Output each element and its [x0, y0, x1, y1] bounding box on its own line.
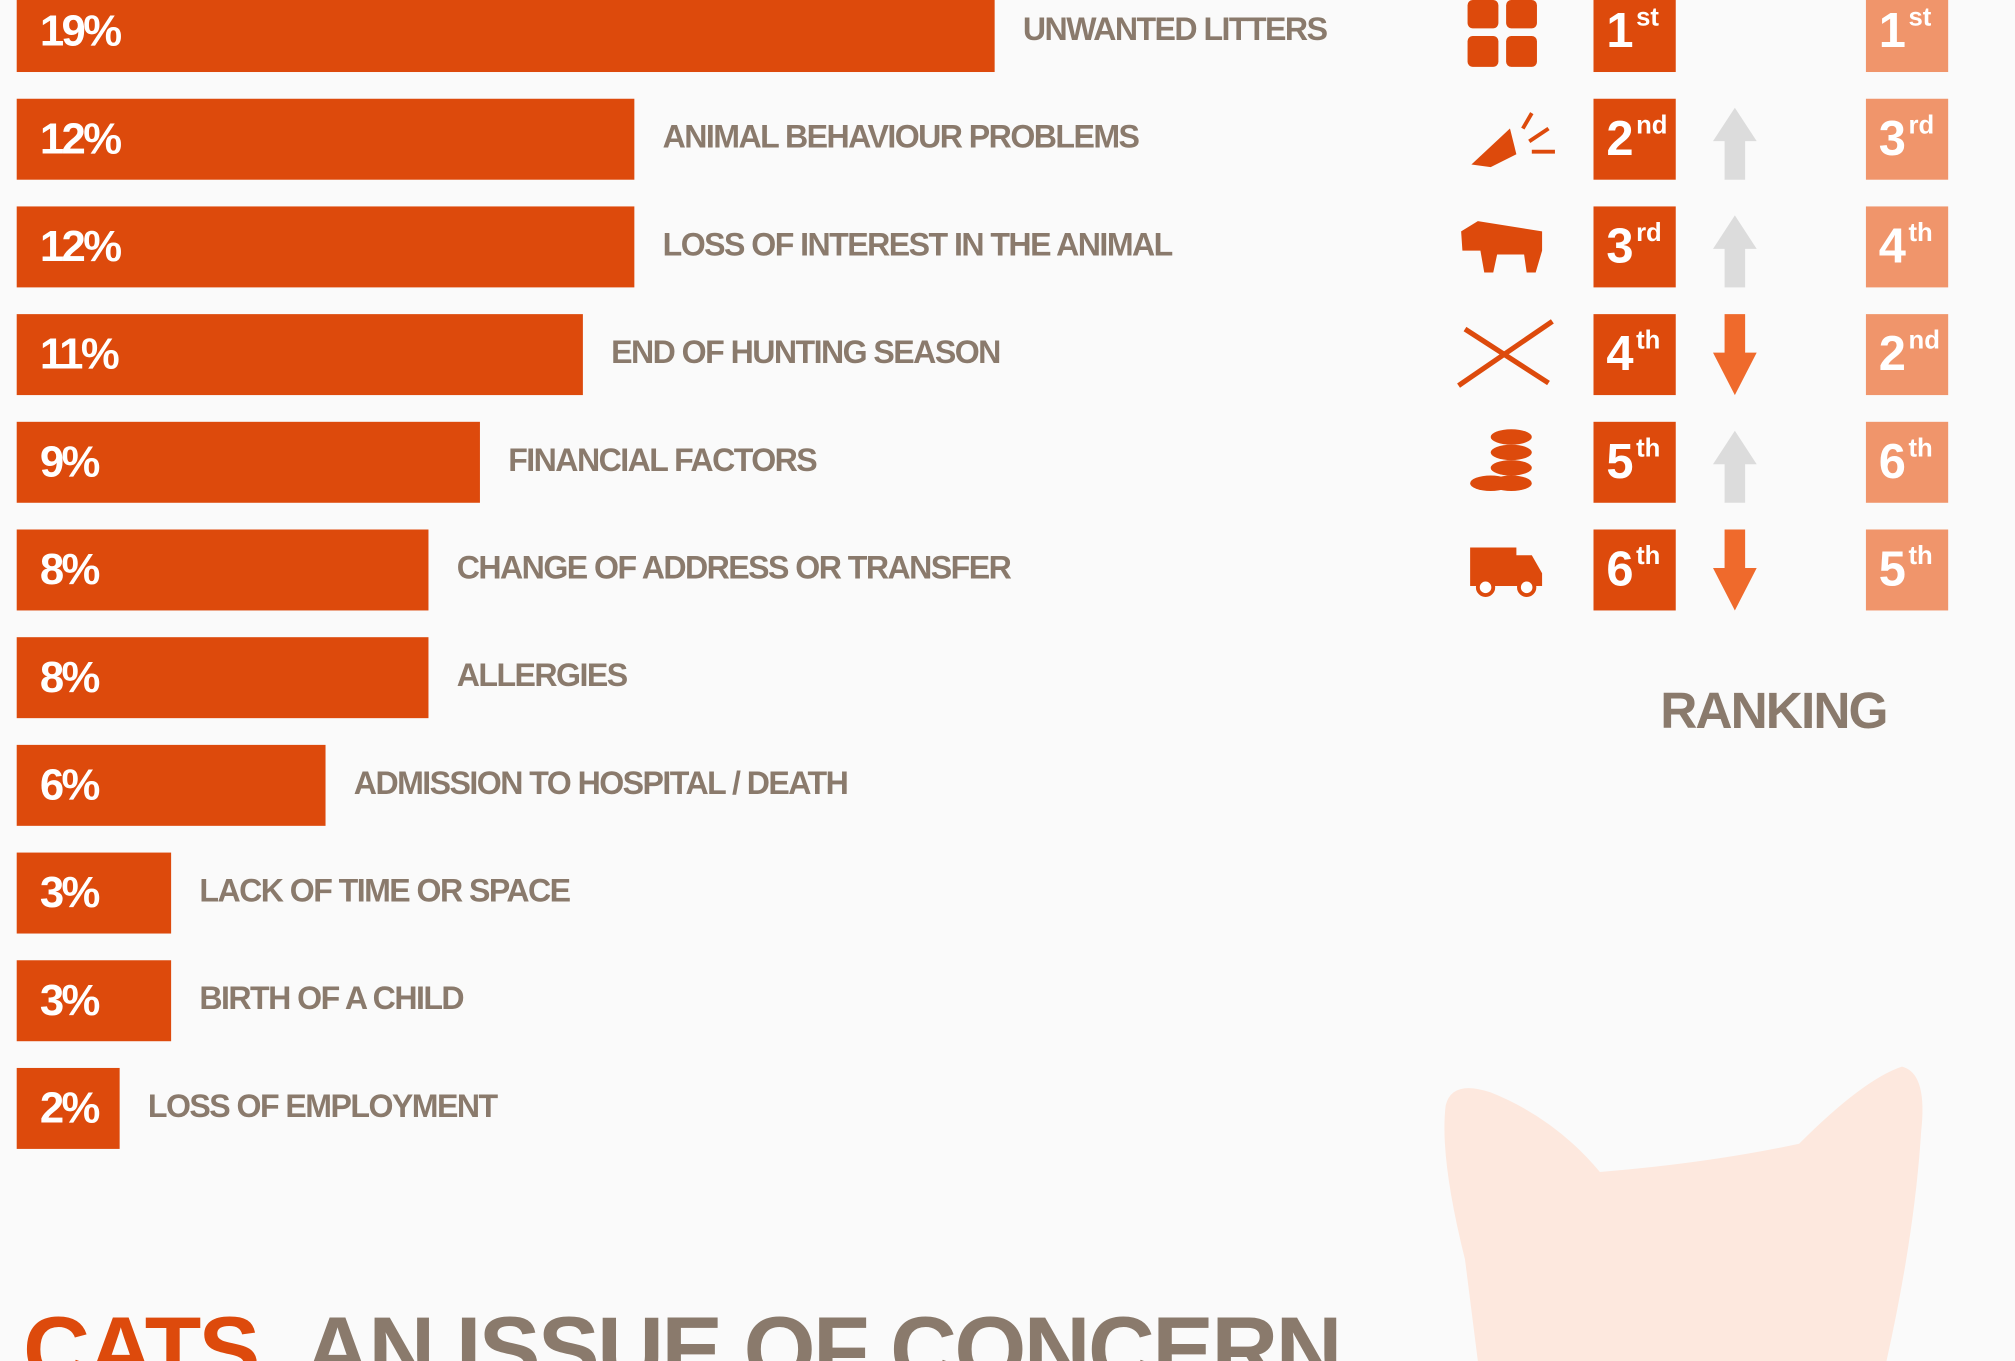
rank-suffix: nd — [1636, 111, 1667, 139]
bar — [16, 98, 635, 180]
rank-number: 5 — [1879, 542, 1906, 596]
bar — [16, 744, 326, 826]
category-label: ALLERGIES — [457, 657, 628, 693]
rank-number: 2 — [1606, 112, 1633, 166]
rank-suffix: th — [1636, 327, 1660, 355]
rank-box — [1593, 0, 1676, 73]
value-label: 9% — [40, 437, 100, 486]
value-label: 2% — [40, 1084, 100, 1133]
rank-box — [1865, 529, 1949, 611]
bar — [16, 960, 172, 1042]
bar — [16, 852, 172, 934]
category-label: END OF HUNTING SEASON — [611, 334, 1000, 370]
cat-silhouette — [1444, 1066, 1923, 1361]
rank-number: 5 — [1606, 435, 1633, 489]
rank-suffix: st — [1909, 3, 1932, 31]
trend-arrow-down — [1713, 314, 1757, 396]
rank-number: 1 — [1879, 4, 1906, 58]
trend-arrow-down — [1713, 529, 1757, 611]
rank-box — [1865, 0, 1949, 73]
bar — [16, 0, 995, 73]
icons — [1457, 0, 1555, 597]
value-label: 8% — [40, 653, 100, 702]
category-label: LOSS OF INTEREST IN THE ANIMAL — [663, 226, 1173, 262]
rank-box — [1593, 206, 1676, 288]
rank-suffix: st — [1636, 3, 1659, 31]
heading: CATS, AN ISSUE OF CONCERN — [23, 1298, 1340, 1361]
rank-box — [1593, 98, 1676, 180]
bar — [16, 637, 429, 719]
rank-box — [1865, 98, 1949, 180]
rank-suffix: rd — [1909, 111, 1935, 139]
bar — [16, 314, 583, 396]
rank-box — [1593, 529, 1676, 611]
bar — [16, 421, 480, 503]
rank-suffix: th — [1636, 542, 1660, 570]
bar — [16, 1067, 120, 1149]
value-label: 3% — [40, 976, 100, 1025]
trend-arrow-up — [1713, 107, 1757, 180]
rank-box — [1865, 314, 1949, 396]
category-label: ADMISSION TO HOSPITAL / DEATH — [354, 765, 848, 801]
heading-highlight: CATS, — [23, 1298, 281, 1361]
bar — [16, 529, 429, 611]
category-label: LOSS OF EMPLOYMENT — [148, 1088, 499, 1124]
rank-number: 4 — [1879, 219, 1906, 273]
bar — [16, 206, 635, 288]
value-label: 19% — [40, 7, 121, 56]
value-label: 12% — [40, 222, 121, 271]
category-label: ANIMAL BEHAVIOUR PROBLEMS — [663, 119, 1140, 155]
value-label: 8% — [40, 545, 100, 594]
rank-number: 6 — [1606, 542, 1633, 596]
rank-suffix: th — [1636, 434, 1660, 462]
rank-suffix: th — [1909, 434, 1933, 462]
value-label: 11% — [40, 330, 119, 379]
category-label: UNWANTED LITTERS — [1023, 11, 1328, 47]
trend-arrow-up — [1713, 430, 1757, 503]
ranking-label: RANKING — [1660, 681, 1886, 739]
heading-rest: AN ISSUE OF CONCERN — [304, 1298, 1340, 1361]
rank-box — [1865, 421, 1949, 503]
category-label: LACK OF TIME OR SPACE — [199, 873, 570, 909]
rank-box — [1865, 206, 1949, 288]
value-label: 6% — [40, 760, 100, 809]
rank-suffix: th — [1909, 542, 1933, 570]
trend-arrow-up — [1713, 215, 1757, 288]
rank-box — [1593, 314, 1676, 396]
category-label: BIRTH OF A CHILD — [199, 980, 463, 1016]
rank-box — [1593, 421, 1676, 503]
value-label: 12% — [40, 114, 121, 163]
rank-suffix: nd — [1909, 327, 1940, 355]
rank-number: 3 — [1606, 219, 1633, 273]
rank-number: 3 — [1879, 112, 1906, 166]
value-label: 3% — [40, 868, 100, 917]
rank-number: 4 — [1606, 327, 1633, 381]
rank-suffix: rd — [1636, 219, 1662, 247]
rank-number: 1 — [1606, 4, 1633, 58]
category-label: FINANCIAL FACTORS — [508, 442, 817, 478]
rank-suffix: th — [1909, 219, 1933, 247]
rank-number: 6 — [1879, 435, 1906, 489]
category-label: CHANGE OF ADDRESS OR TRANSFER — [457, 549, 1012, 585]
rank-number: 2 — [1879, 327, 1906, 381]
